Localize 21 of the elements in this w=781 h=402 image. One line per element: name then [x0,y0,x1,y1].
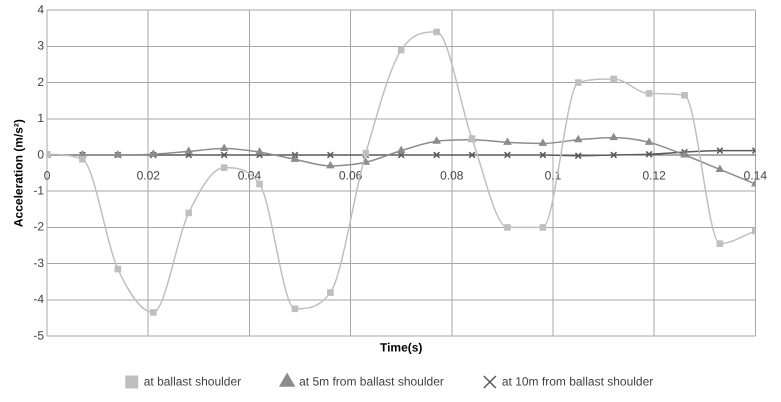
x-tick-label: 0.08 [440,168,464,183]
y-tick-label: 1 [37,111,44,126]
legend-label: at 10m from ballast shoulder [502,374,654,388]
x-tick-label: 0.12 [642,168,666,183]
y-tick-label: 4 [37,2,44,17]
y-tick-label: 3 [37,38,44,53]
y-tick-label: -2 [33,220,44,234]
y-tick-label: 2 [37,74,44,89]
x-tick-label: 0.02 [136,168,160,183]
y-tick-label: -1 [33,184,44,198]
y-tick-label: -5 [33,328,44,342]
y-tick-label: -3 [33,256,44,270]
x-tick-label: 0.04 [238,168,262,183]
y-tick-label: -4 [33,292,44,306]
x-axis-title: Time(s) [380,340,422,354]
y-axis-title: Acceleration (m/s²) [12,119,26,228]
x-tick-label: 0.14 [744,168,768,183]
x-tick-label: 0.06 [338,168,363,183]
y-tick-label: 0 [37,147,44,162]
legend-label: at ballast shoulder [144,374,242,388]
legend-label: at 5m from ballast shoulder [299,374,444,388]
